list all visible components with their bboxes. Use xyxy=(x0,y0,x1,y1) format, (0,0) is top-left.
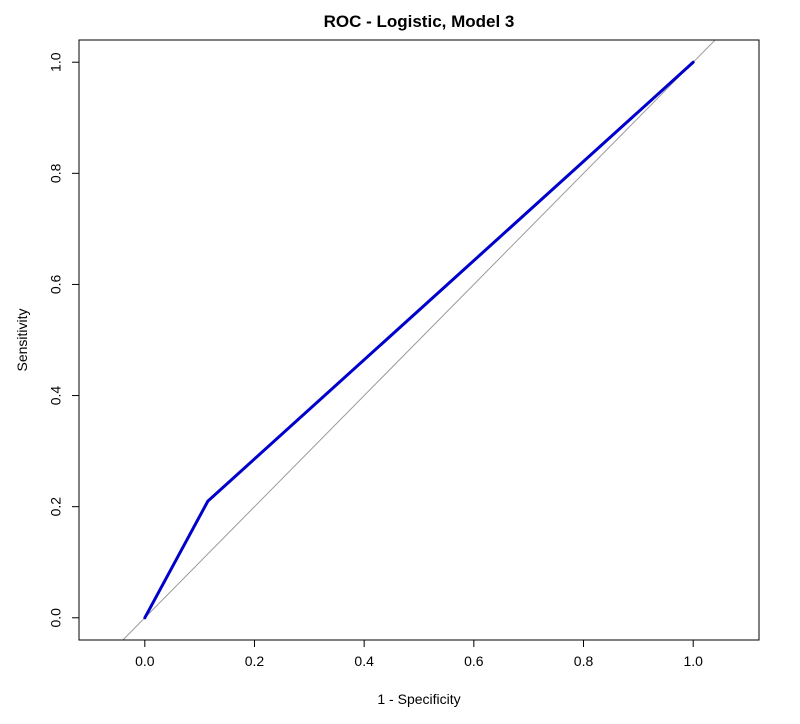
y-tick-label: 0.6 xyxy=(48,275,64,295)
x-tick-label: 0.8 xyxy=(574,653,594,669)
chart-title: ROC - Logistic, Model 3 xyxy=(324,12,515,31)
y-tick-label: 0.0 xyxy=(48,608,64,628)
x-tick-label: 0.4 xyxy=(354,653,374,669)
y-tick-label: 0.4 xyxy=(48,386,64,406)
x-tick-label: 0.0 xyxy=(135,653,155,669)
reference-diagonal-line xyxy=(122,40,716,640)
y-tick-label: 0.2 xyxy=(48,497,64,517)
x-tick-label: 1.0 xyxy=(683,653,703,669)
roc-curve-line-0 xyxy=(143,60,695,620)
x-tick-label: 0.2 xyxy=(245,653,265,669)
y-tick-label: 1.0 xyxy=(48,52,64,72)
plot-layer: 0.0 0.2 0.4 0.6 0.8 1.0 0.0 0.2 0.4 0.6 0.8 1.0 xyxy=(48,39,760,669)
x-tick-label: 0.6 xyxy=(464,653,484,669)
x-axis-label: 1 - Specificity xyxy=(377,691,460,707)
y-tick-label: 0.8 xyxy=(48,163,64,183)
y-axis-label: Sensitivity xyxy=(14,308,30,371)
